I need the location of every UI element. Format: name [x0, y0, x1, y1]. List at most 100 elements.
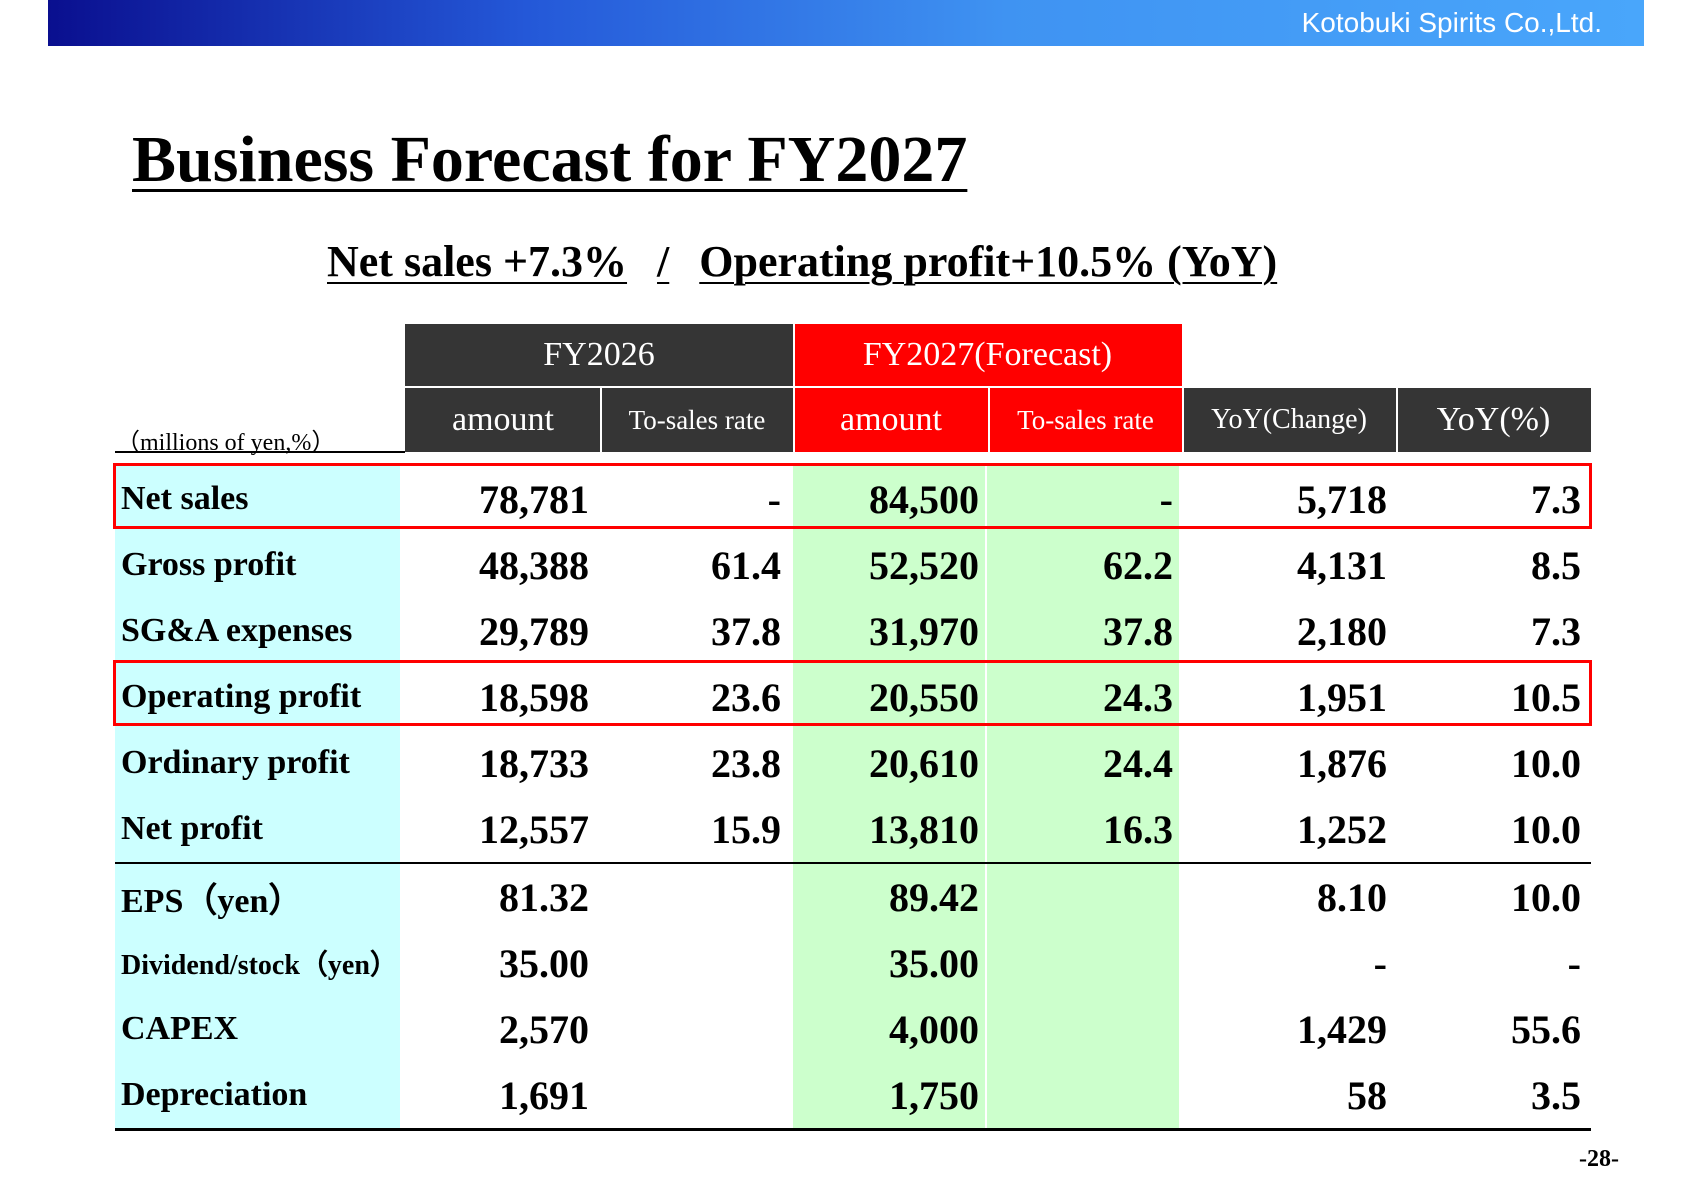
header-fy2026: FY2026 [405, 324, 793, 386]
header-fy2027-to-sales-rate: To-sales rate [989, 388, 1182, 452]
yoy-percent-cell: 55.6 [1511, 1006, 1581, 1052]
row-label: Operating profit [115, 664, 400, 730]
yoy-change-cell: 8.10 [1317, 874, 1387, 920]
units-underline [115, 451, 405, 453]
yoy-percent-cell: 7.3 [1531, 608, 1581, 654]
yoy-percent-cell: 8.5 [1531, 542, 1581, 588]
fy2027-rate-cell: 37.8 [987, 598, 1179, 664]
subtitle-separator: / [657, 237, 670, 286]
row-label: Net profit [115, 796, 400, 862]
yoy-percent-cell: 10.0 [1511, 740, 1581, 786]
section-divider [115, 862, 1591, 864]
table-bottom-border [115, 1128, 1591, 1131]
header-fy2027-forecast: FY2027(Forecast) [793, 324, 1182, 386]
fy2026-rate-cell: 61.4 [711, 542, 781, 588]
fy2026-rate-cell [595, 930, 787, 996]
row-label: Gross profit [115, 532, 400, 598]
fy2026-amount-cell: 29,789 [479, 608, 589, 654]
fy2027-amount-cell: 31,970 [793, 598, 985, 664]
fy2026-amount-cell: 2,570 [499, 1006, 589, 1052]
header-yoy-change: YoY(Change) [1182, 388, 1396, 452]
page-title: Business Forecast for FY2027 [132, 123, 968, 196]
table-row-gross-profit: Gross profit 48,388 61.4 52,520 62.2 4,1… [115, 532, 1589, 598]
row-label: Net sales [115, 466, 400, 532]
table-row-net-profit: Net profit 12,557 15.9 13,810 16.3 1,252… [115, 796, 1589, 862]
fy2026-rate-cell [595, 1062, 787, 1128]
table-row-dividend: Dividend/stock（yen） 35.00 35.00 - - [115, 930, 1589, 996]
page-subtitle: Net sales +7.3% / Operating profit+10.5% (… [327, 236, 1277, 287]
fy2027-rate-cell: 24.4 [987, 730, 1179, 796]
table-row-depreciation: Depreciation 1,691 1,750 58 3.5 [115, 1062, 1589, 1128]
yoy-percent-cell: 7.3 [1531, 476, 1581, 522]
page-number: -28- [1579, 1146, 1619, 1172]
fy2026-amount-cell: 18,598 [479, 674, 589, 720]
yoy-change-cell: 2,180 [1297, 608, 1387, 654]
fy2027-amount-cell: 1,750 [793, 1062, 985, 1128]
highlight-net-sales [113, 463, 1592, 529]
fy2026-amount-cell: 48,388 [479, 542, 589, 588]
fy2027-rate-cell: 16.3 [987, 796, 1179, 862]
fy2027-rate-cell: 62.2 [987, 532, 1179, 598]
yoy-change-cell: - [1373, 940, 1387, 986]
fy2027-amount-cell: 13,810 [793, 796, 985, 862]
fy2026-rate-cell: 37.8 [711, 608, 781, 654]
yoy-percent-cell: - [1567, 940, 1581, 986]
header-yoy-percent: YoY(%) [1396, 388, 1591, 452]
header-fy2026-amount: amount [405, 388, 601, 452]
yoy-change-cell: 1,252 [1297, 806, 1387, 852]
row-label: Depreciation [115, 1062, 400, 1128]
subtitle-net-sales: Net sales +7.3% [327, 237, 628, 286]
table-row-net-sales: Net sales 78,781 - 84,500 - 5,718 7.3 [115, 466, 1589, 532]
row-label: Ordinary profit [115, 730, 400, 796]
fy2027-rate-cell: - [987, 466, 1179, 532]
table-row-operating-profit: Operating profit 18,598 23.6 20,550 24.3… [115, 664, 1589, 730]
fy2027-amount-cell: 84,500 [793, 466, 985, 532]
fy2027-amount-cell: 89.42 [793, 864, 985, 930]
header-divider [793, 324, 795, 452]
row-label: CAPEX [115, 996, 400, 1062]
yoy-change-cell: 58 [1347, 1072, 1387, 1118]
header-divider [600, 388, 602, 452]
fy2026-rate-cell: 23.6 [711, 674, 781, 720]
row-label: EPS（yen） [115, 864, 400, 930]
yoy-change-cell: 1,951 [1297, 674, 1387, 720]
fy2027-rate-cell [987, 996, 1179, 1062]
yoy-percent-cell: 3.5 [1531, 1072, 1581, 1118]
fy2027-rate-cell [987, 930, 1179, 996]
fy2027-amount-cell: 20,550 [793, 664, 985, 730]
table-row-eps: EPS（yen） 81.32 89.42 8.10 10.0 [115, 864, 1589, 930]
yoy-change-cell: 1,429 [1297, 1006, 1387, 1052]
fy2027-amount-cell: 4,000 [793, 996, 985, 1062]
header-fy2026-to-sales-rate: To-sales rate [601, 388, 793, 452]
fy2027-amount-cell: 52,520 [793, 532, 985, 598]
fy2026-rate-cell: 23.8 [711, 740, 781, 786]
fy2026-rate-cell [595, 864, 787, 930]
yoy-change-cell: 4,131 [1297, 542, 1387, 588]
fy2027-amount-cell: 20,610 [793, 730, 985, 796]
fy2026-amount-cell: 78,781 [479, 476, 589, 522]
header-divider [988, 388, 990, 452]
fy2027-amount-cell: 35.00 [793, 930, 985, 996]
fy2027-rate-cell: 24.3 [987, 664, 1179, 730]
header-fy2027-amount: amount [793, 388, 989, 452]
fy2026-rate-cell: 15.9 [711, 806, 781, 852]
subtitle-operating-profit: Operating profit+10.5% (YoY) [699, 237, 1278, 286]
table-row-capex: CAPEX 2,570 4,000 1,429 55.6 [115, 996, 1589, 1062]
fy2027-rate-cell [987, 864, 1179, 930]
company-name: Kotobuki Spirits Co.,Ltd. [1301, 7, 1602, 38]
table-row-ordinary-profit: Ordinary profit 18,733 23.8 20,610 24.4 … [115, 730, 1589, 796]
yoy-percent-cell: 10.0 [1511, 806, 1581, 852]
fy2026-amount-cell: 1,691 [499, 1072, 589, 1118]
top-banner: Kotobuki Spirits Co.,Ltd. [48, 0, 1644, 46]
fy2026-amount-cell: 18,733 [479, 740, 589, 786]
fy2026-amount-cell: 12,557 [479, 806, 589, 852]
row-label: SG&A expenses [115, 598, 400, 664]
yoy-percent-cell: 10.5 [1511, 674, 1581, 720]
yoy-percent-cell: 10.0 [1511, 874, 1581, 920]
row-label: Dividend/stock（yen） [115, 930, 400, 996]
fy2026-amount-cell: 35.00 [499, 940, 589, 986]
header-divider [1396, 388, 1398, 452]
fy2027-rate-cell [987, 1062, 1179, 1128]
fy2026-rate-cell: - [767, 476, 781, 522]
yoy-change-cell: 1,876 [1297, 740, 1387, 786]
